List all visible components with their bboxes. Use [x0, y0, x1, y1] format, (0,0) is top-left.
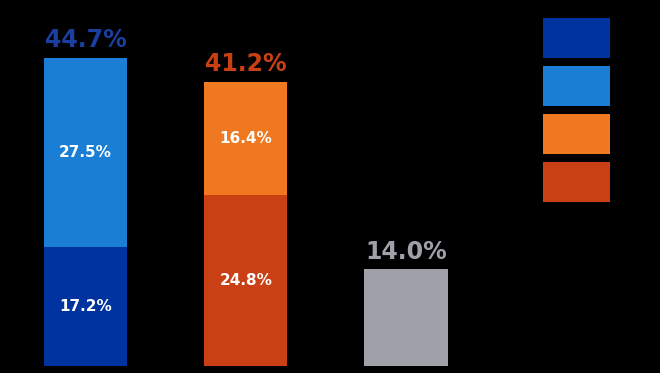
Text: 17.2%: 17.2%	[59, 299, 112, 314]
Bar	[543, 66, 610, 106]
Text: 16.4%: 16.4%	[219, 131, 272, 146]
Bar	[44, 58, 127, 247]
Text: 44.7%: 44.7%	[44, 28, 126, 52]
Text: 24.8%: 24.8%	[219, 273, 272, 288]
Bar	[44, 247, 127, 366]
Bar	[364, 269, 448, 366]
Bar	[543, 114, 610, 154]
Text: 41.2%: 41.2%	[205, 52, 286, 76]
Text: 27.5%: 27.5%	[59, 145, 112, 160]
Text: 14.0%: 14.0%	[366, 239, 447, 264]
Bar	[543, 18, 610, 58]
Bar	[204, 195, 288, 366]
Bar	[204, 82, 288, 195]
Bar	[543, 162, 610, 202]
